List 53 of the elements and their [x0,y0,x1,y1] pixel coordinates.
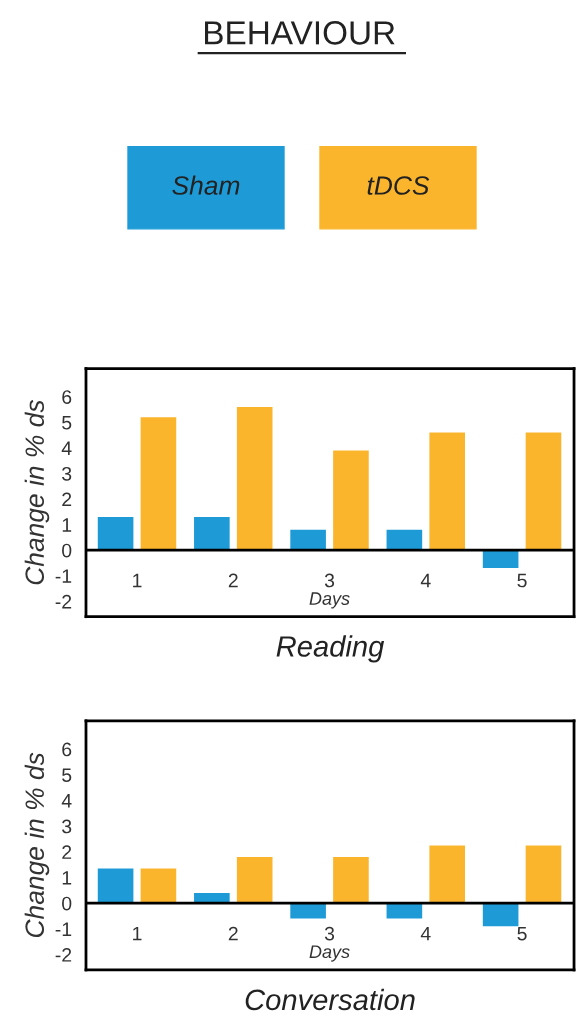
x-tick-label: 2 [228,573,238,588]
text: Sham [172,175,240,195]
x-axis-title: Days [309,592,350,609]
x-tick-label: 3 [324,573,335,588]
bar [236,856,273,904]
bar [333,450,369,551]
y-tick-label: -2 [55,594,72,609]
text: tDCS [367,176,430,195]
text: BEHAVIOUR [205,21,395,45]
y-tick-label: 6 [62,742,72,757]
bar [525,432,562,551]
bar [194,516,230,551]
bar [236,406,273,551]
bar [290,529,326,551]
y-axis-title: Change in % ds [24,400,50,585]
x-tick-label: 2 [228,926,238,941]
y-tick-label: 2 [62,492,72,507]
y-tick-label: 3 [62,819,72,834]
bar [429,432,466,551]
y-tick-label: 5 [62,415,72,430]
x-tick-label: 1 [133,926,142,941]
text: Reading [276,635,385,663]
y-tick-label: 0 [62,896,72,911]
x-tick-label: 5 [517,573,527,588]
bar [429,845,466,904]
y-tick-label: 4 [61,441,72,455]
text: Conversation [245,988,415,1011]
y-tick-label: 2 [62,845,72,859]
y-tick-label: 1 [62,518,72,532]
bar [290,903,326,919]
bar [525,845,562,904]
y-tick-label: 5 [62,768,72,782]
bar [386,529,423,551]
bar [97,516,134,551]
y-tick-label: 0 [62,543,72,558]
y-tick-label: -1 [55,922,72,936]
y-tick-label: 6 [62,390,72,404]
x-tick-label: 4 [420,573,431,588]
y-tick-label: 1 [62,871,72,885]
y-tick-label: -1 [55,569,72,583]
y-tick-label: -2 [55,948,72,962]
x-tick-label: 5 [517,926,527,941]
bar [140,868,177,904]
x-axis-title: Days [309,945,350,962]
bar [140,417,177,551]
bar [333,856,369,904]
x-tick-label: 4 [420,926,431,941]
x-tick-label: 1 [133,573,142,588]
bar [97,868,134,904]
y-tick-label: 3 [62,466,72,481]
y-tick-label: 4 [61,794,72,808]
x-tick-label: 3 [324,926,335,941]
y-axis-title: Change in % ds [24,752,50,938]
